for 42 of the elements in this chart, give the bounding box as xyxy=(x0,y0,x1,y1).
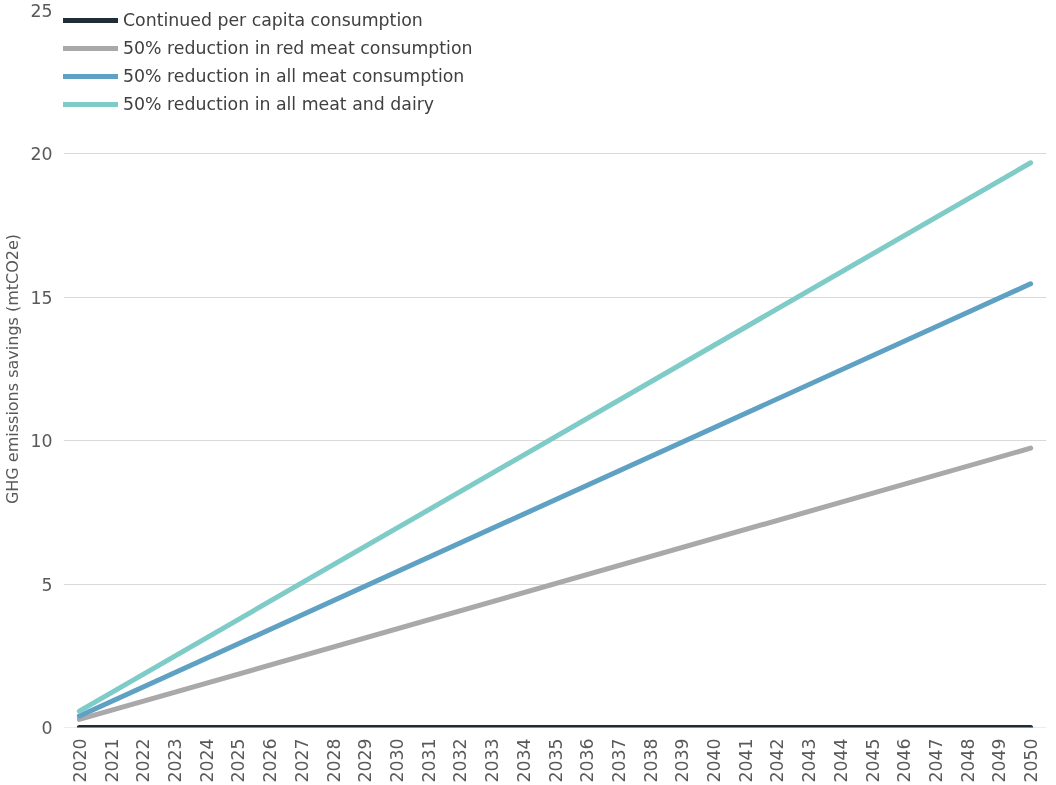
legend-label: Continued per capita consumption xyxy=(123,10,423,30)
y-tick-label: 0 xyxy=(41,718,53,738)
x-tick-label: 2047 xyxy=(926,738,947,783)
x-tick-label: 2034 xyxy=(513,738,534,783)
x-tick-label: 2039 xyxy=(672,738,693,783)
x-tick-label: 2046 xyxy=(894,738,915,783)
x-tick-label: 2041 xyxy=(735,738,756,783)
x-tick-label: 2028 xyxy=(323,738,344,783)
x-tick-label: 2037 xyxy=(608,738,629,783)
x-tick-label: 2029 xyxy=(355,738,376,783)
x-tick-label: 2025 xyxy=(228,738,249,783)
x-tick-label: 2036 xyxy=(577,738,598,783)
legend-label: 50% reduction in all meat consumption xyxy=(123,66,465,86)
x-tick-label: 2021 xyxy=(101,738,122,783)
x-tick-label: 2043 xyxy=(799,738,820,783)
y-tick-label: 15 xyxy=(30,287,53,308)
y-tick-label: 5 xyxy=(41,574,53,595)
x-tick-label: 2044 xyxy=(830,738,851,783)
x-tick-label: 2032 xyxy=(450,738,471,783)
x-tick-label: 2033 xyxy=(482,738,503,783)
y-tick-label: 20 xyxy=(30,144,53,165)
x-tick-label: 2024 xyxy=(196,738,217,783)
x-tick-label: 2050 xyxy=(1021,738,1042,783)
y-tick-label: 10 xyxy=(30,431,53,452)
x-tick-label: 2042 xyxy=(767,738,788,783)
x-tick-label: 2045 xyxy=(862,738,883,783)
x-tick-label: 2038 xyxy=(640,738,661,783)
x-tick-label: 2023 xyxy=(164,738,185,783)
x-tick-label: 2035 xyxy=(545,738,566,783)
x-tick-label: 2020 xyxy=(69,738,90,783)
y-tick-label: 25 xyxy=(30,1,53,21)
x-tick-label: 2040 xyxy=(704,738,725,783)
x-tick-label: 2027 xyxy=(291,738,312,783)
x-tick-label: 2048 xyxy=(957,738,978,783)
x-tick-label: 2030 xyxy=(386,738,407,783)
x-tick-label: 2031 xyxy=(418,738,439,783)
x-tick-label: 2049 xyxy=(989,738,1010,783)
y-axis-title: GHG emissions savings (mtCO2e) xyxy=(3,233,23,505)
x-tick-label: 2022 xyxy=(133,738,154,783)
x-tick-label: 2026 xyxy=(260,738,281,783)
legend-label: 50% reduction in red meat consumption xyxy=(123,38,473,58)
legend-label: 50% reduction in all meat and dairy xyxy=(123,94,435,114)
